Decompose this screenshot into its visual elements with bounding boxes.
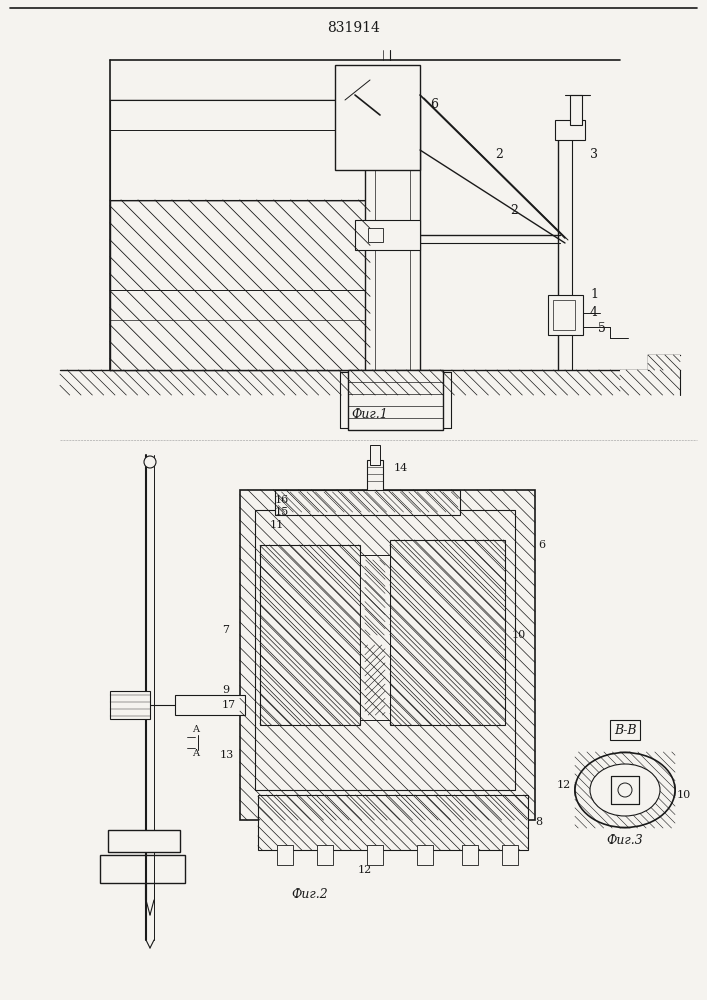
Bar <box>548 295 583 335</box>
Bar <box>370 445 380 465</box>
Text: 12: 12 <box>557 780 571 790</box>
Bar <box>365 645 385 715</box>
Text: 13: 13 <box>220 750 234 760</box>
Text: 7: 7 <box>222 625 229 635</box>
Bar <box>278 492 458 512</box>
Bar <box>175 695 245 715</box>
Text: 8: 8 <box>535 817 542 827</box>
Bar <box>355 220 420 250</box>
Circle shape <box>144 456 156 468</box>
Bar <box>100 855 185 883</box>
Bar <box>110 100 370 200</box>
Text: 2: 2 <box>495 148 503 161</box>
Bar <box>258 795 528 850</box>
Bar <box>275 490 460 515</box>
Text: 12: 12 <box>358 865 372 875</box>
Text: 10: 10 <box>512 630 526 640</box>
Text: 16: 16 <box>275 495 289 505</box>
Bar <box>390 540 505 725</box>
Bar <box>60 370 620 395</box>
Circle shape <box>618 783 632 797</box>
Text: 1: 1 <box>590 288 598 302</box>
Bar <box>502 845 518 865</box>
Bar <box>108 830 180 852</box>
Text: 6: 6 <box>538 540 545 550</box>
Text: Фиг.3: Фиг.3 <box>607 834 643 846</box>
Bar <box>575 752 675 828</box>
Bar <box>110 691 150 719</box>
Bar <box>360 555 390 720</box>
Bar <box>620 370 680 395</box>
Text: 14: 14 <box>394 463 408 473</box>
Text: Фиг.1: Фиг.1 <box>351 408 388 422</box>
Bar <box>258 795 528 850</box>
Bar <box>348 370 443 430</box>
Bar <box>390 540 505 725</box>
Bar <box>295 495 325 513</box>
Bar <box>570 95 582 125</box>
Bar <box>110 200 370 370</box>
Bar <box>260 545 360 725</box>
Bar <box>368 228 383 242</box>
Text: A: A <box>192 726 199 734</box>
Text: 5: 5 <box>598 322 606 334</box>
Text: 17: 17 <box>222 700 236 710</box>
Text: 831914: 831914 <box>327 21 380 35</box>
Text: 4: 4 <box>590 306 598 318</box>
Bar <box>367 460 383 495</box>
Bar <box>260 545 360 725</box>
Bar <box>555 120 585 140</box>
Bar <box>611 776 639 804</box>
Bar <box>365 560 385 635</box>
Bar <box>240 490 535 820</box>
Text: 10: 10 <box>677 790 691 800</box>
Text: 9: 9 <box>222 685 229 695</box>
Bar <box>255 510 515 790</box>
Ellipse shape <box>575 752 675 828</box>
Text: 6: 6 <box>430 99 438 111</box>
Bar <box>335 65 420 170</box>
Bar <box>317 845 333 865</box>
Bar <box>240 490 535 820</box>
Bar <box>612 777 638 803</box>
Bar <box>417 845 433 865</box>
Text: 11: 11 <box>270 520 284 530</box>
Bar <box>648 355 680 370</box>
Bar <box>365 100 420 370</box>
Text: Фиг.2: Фиг.2 <box>291 888 328 902</box>
Text: В-В: В-В <box>614 724 636 736</box>
Ellipse shape <box>590 764 660 816</box>
Text: 15: 15 <box>275 507 289 517</box>
Bar <box>462 845 478 865</box>
Bar <box>367 845 383 865</box>
Text: A: A <box>192 750 199 758</box>
Bar <box>611 776 639 804</box>
Bar <box>553 300 575 330</box>
Text: 2: 2 <box>510 204 518 217</box>
Bar <box>277 845 293 865</box>
Text: 3: 3 <box>590 148 598 161</box>
